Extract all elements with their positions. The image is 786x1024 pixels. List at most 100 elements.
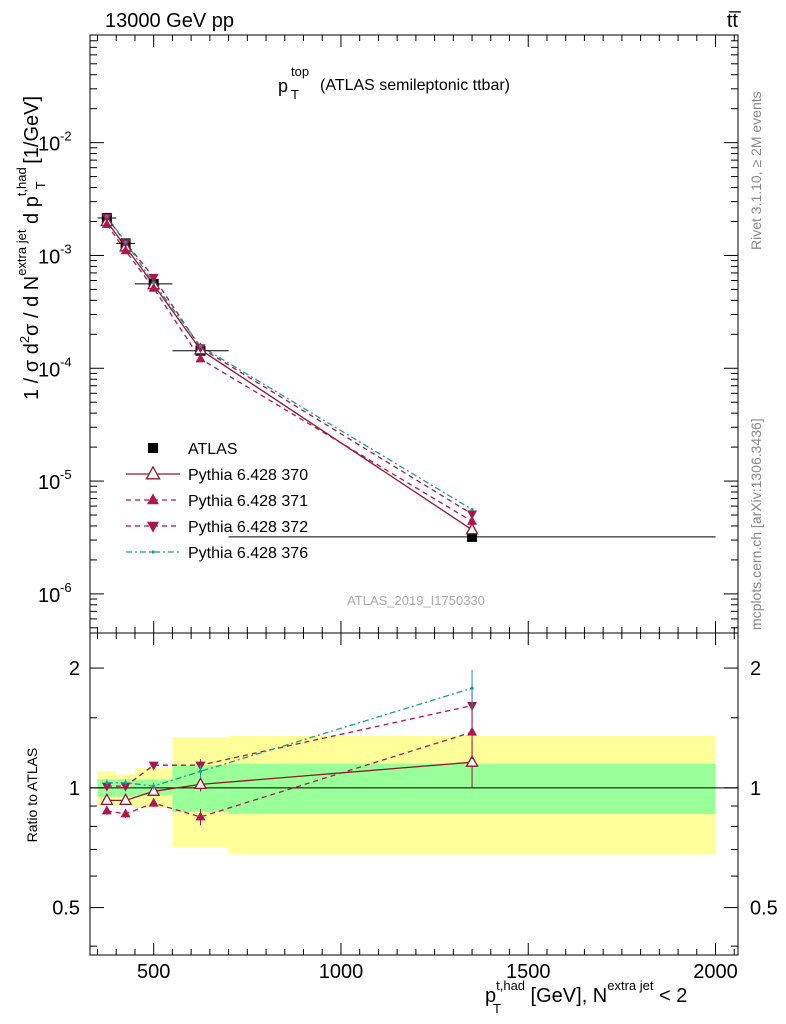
legend-label: Pythia 6.428 371 (188, 493, 308, 510)
main-marker-2 (148, 282, 159, 292)
ratio-marker-1 (100, 793, 114, 806)
x-tick-label: 500 (137, 961, 170, 983)
legend-swatch-marker (145, 465, 161, 480)
main-marker-2 (101, 219, 112, 229)
legend-swatch-marker (151, 550, 155, 554)
ratio-marker-2 (148, 797, 159, 807)
ylabel-g: T (33, 181, 48, 189)
main-series (97, 212, 716, 542)
y-tick-label: 10 (38, 472, 60, 494)
main-marker-2 (195, 353, 206, 363)
xlabel-a: p (485, 985, 496, 1007)
xlabel-d: [GeV], N (525, 985, 607, 1007)
legend-label: Pythia 6.428 376 (188, 545, 308, 562)
ratio-marker-1 (193, 777, 208, 790)
main-marker-4 (105, 214, 109, 218)
main-marker-4 (123, 240, 128, 244)
ratio-marker-2 (101, 805, 112, 815)
xlabel-e: extra jet (607, 978, 654, 993)
rivet-label: Rivet 3.1.10, ≥ 2M events (748, 91, 764, 250)
y-tick-exponent: -2 (60, 129, 72, 144)
main-marker-3 (467, 510, 478, 520)
ylabel-d: extra jet (14, 229, 29, 276)
ylabel-a: 1 / σ d (21, 343, 43, 400)
x-tick-label: 1500 (506, 961, 551, 983)
main-axes: 10-210-310-410-510-6 (38, 34, 738, 629)
main-marker-2 (120, 245, 131, 255)
ratio-y-tick-label: 1 (69, 778, 80, 800)
ratio-y-tick-label: 0.5 (750, 898, 778, 920)
data-point (467, 531, 478, 542)
legend-label: Pythia 6.428 372 (188, 519, 308, 536)
ratio-marker-4 (152, 784, 156, 788)
ratio-marker-4 (105, 781, 109, 785)
legend-label: Pythia 6.428 370 (188, 467, 308, 484)
ratio-marker-3 (120, 782, 131, 792)
main-marker-4 (152, 281, 156, 285)
ratio-bands (90, 735, 738, 855)
y-tick-exponent: -5 (60, 467, 72, 482)
ylabel-c: σ / d N (21, 276, 43, 336)
header-right: tt̅ (727, 10, 741, 32)
ratio-y-tick-label: 0.5 (52, 898, 80, 920)
y-tick-exponent: -6 (60, 580, 72, 595)
main-marker-3 (101, 213, 112, 223)
ratio-marker-4 (123, 781, 128, 785)
x-tick-label: 1000 (319, 961, 364, 983)
legend-label: ATLAS (188, 441, 238, 458)
y-tick-label: 10 (38, 585, 60, 607)
main-marker-4 (470, 507, 474, 512)
ylabel-h: [1/GeV] (21, 96, 43, 169)
svg-text:1 / σ d2σ / d Nextra jet d pt: 1 / σ d2σ / d Nextra jet d pt,had T [1/Ge… (14, 96, 48, 400)
ratio-line-3 (106, 704, 473, 787)
title-base: p (278, 76, 288, 96)
header-left: 13000 GeV pp (105, 10, 234, 32)
ylabel-e: d p (21, 196, 43, 229)
main-marker-2 (467, 515, 478, 525)
main-ylabel: 1 / σ d2σ / d Nextra jet d pt,had T [1/Ge… (14, 96, 48, 400)
ratio-marker-2 (120, 808, 131, 818)
ratio-series (100, 669, 479, 826)
y-tick-exponent: -4 (60, 354, 72, 369)
main-marker-1 (465, 522, 479, 535)
xlabel-c: T (493, 1001, 501, 1016)
ratio-ylabel: Ratio to ATLAS (24, 748, 40, 843)
ratio-axes: 0.5 0.5 1 1 2 2 (52, 658, 778, 947)
title-sub: T (291, 87, 299, 102)
ratio-marker-3 (148, 761, 159, 771)
mcplots-label: mcplots.cern.ch [arXiv:1306.3436] (748, 418, 764, 630)
ratio-marker-2 (195, 811, 206, 821)
ratio-marker-4 (198, 769, 203, 773)
main-marker-3 (148, 273, 159, 283)
legend: ATLAS Pythia 6.428 370 Pythia 6.428 371 Pyt… (126, 441, 308, 562)
y-tick-exponent: -3 (60, 241, 72, 256)
title-sup: top (291, 64, 309, 79)
analysis-watermark: ATLAS_2019_I1750330 (347, 593, 485, 608)
y-tick-label: 10 (38, 246, 60, 268)
ratio-y-tick-label: 2 (750, 658, 761, 680)
ratio-y-tick-label: 2 (69, 658, 80, 680)
main-line-4 (106, 216, 473, 511)
y-tick-label: 10 (38, 134, 60, 156)
legend-swatch-marker (147, 493, 159, 505)
main-marker-3 (195, 344, 206, 354)
legend-swatch-marker (147, 521, 159, 533)
x-axis-label: pt,had T [GeV], Nextra jet < 2 (485, 978, 687, 1016)
main-frame (89, 34, 739, 634)
main-line-2 (106, 224, 473, 522)
ratio-frame (89, 632, 739, 956)
ratio-marker-1 (147, 783, 161, 796)
ratio-marker-2 (467, 726, 478, 736)
legend-swatch (148, 443, 158, 453)
ylabel-b: 2 (17, 336, 32, 343)
ratio-marker-1 (465, 754, 479, 767)
plot-title: p top T (ATLAS semileptonic ttbar) (278, 64, 510, 102)
xlabel-b: t,had (496, 978, 525, 993)
x-axes: 500 1000 1500 2000 (96, 35, 738, 983)
main-marker-4 (198, 344, 203, 348)
x-tick-label: 2000 (693, 961, 738, 983)
ratio-marker-4 (470, 686, 474, 690)
ratio-marker-1 (118, 793, 133, 806)
